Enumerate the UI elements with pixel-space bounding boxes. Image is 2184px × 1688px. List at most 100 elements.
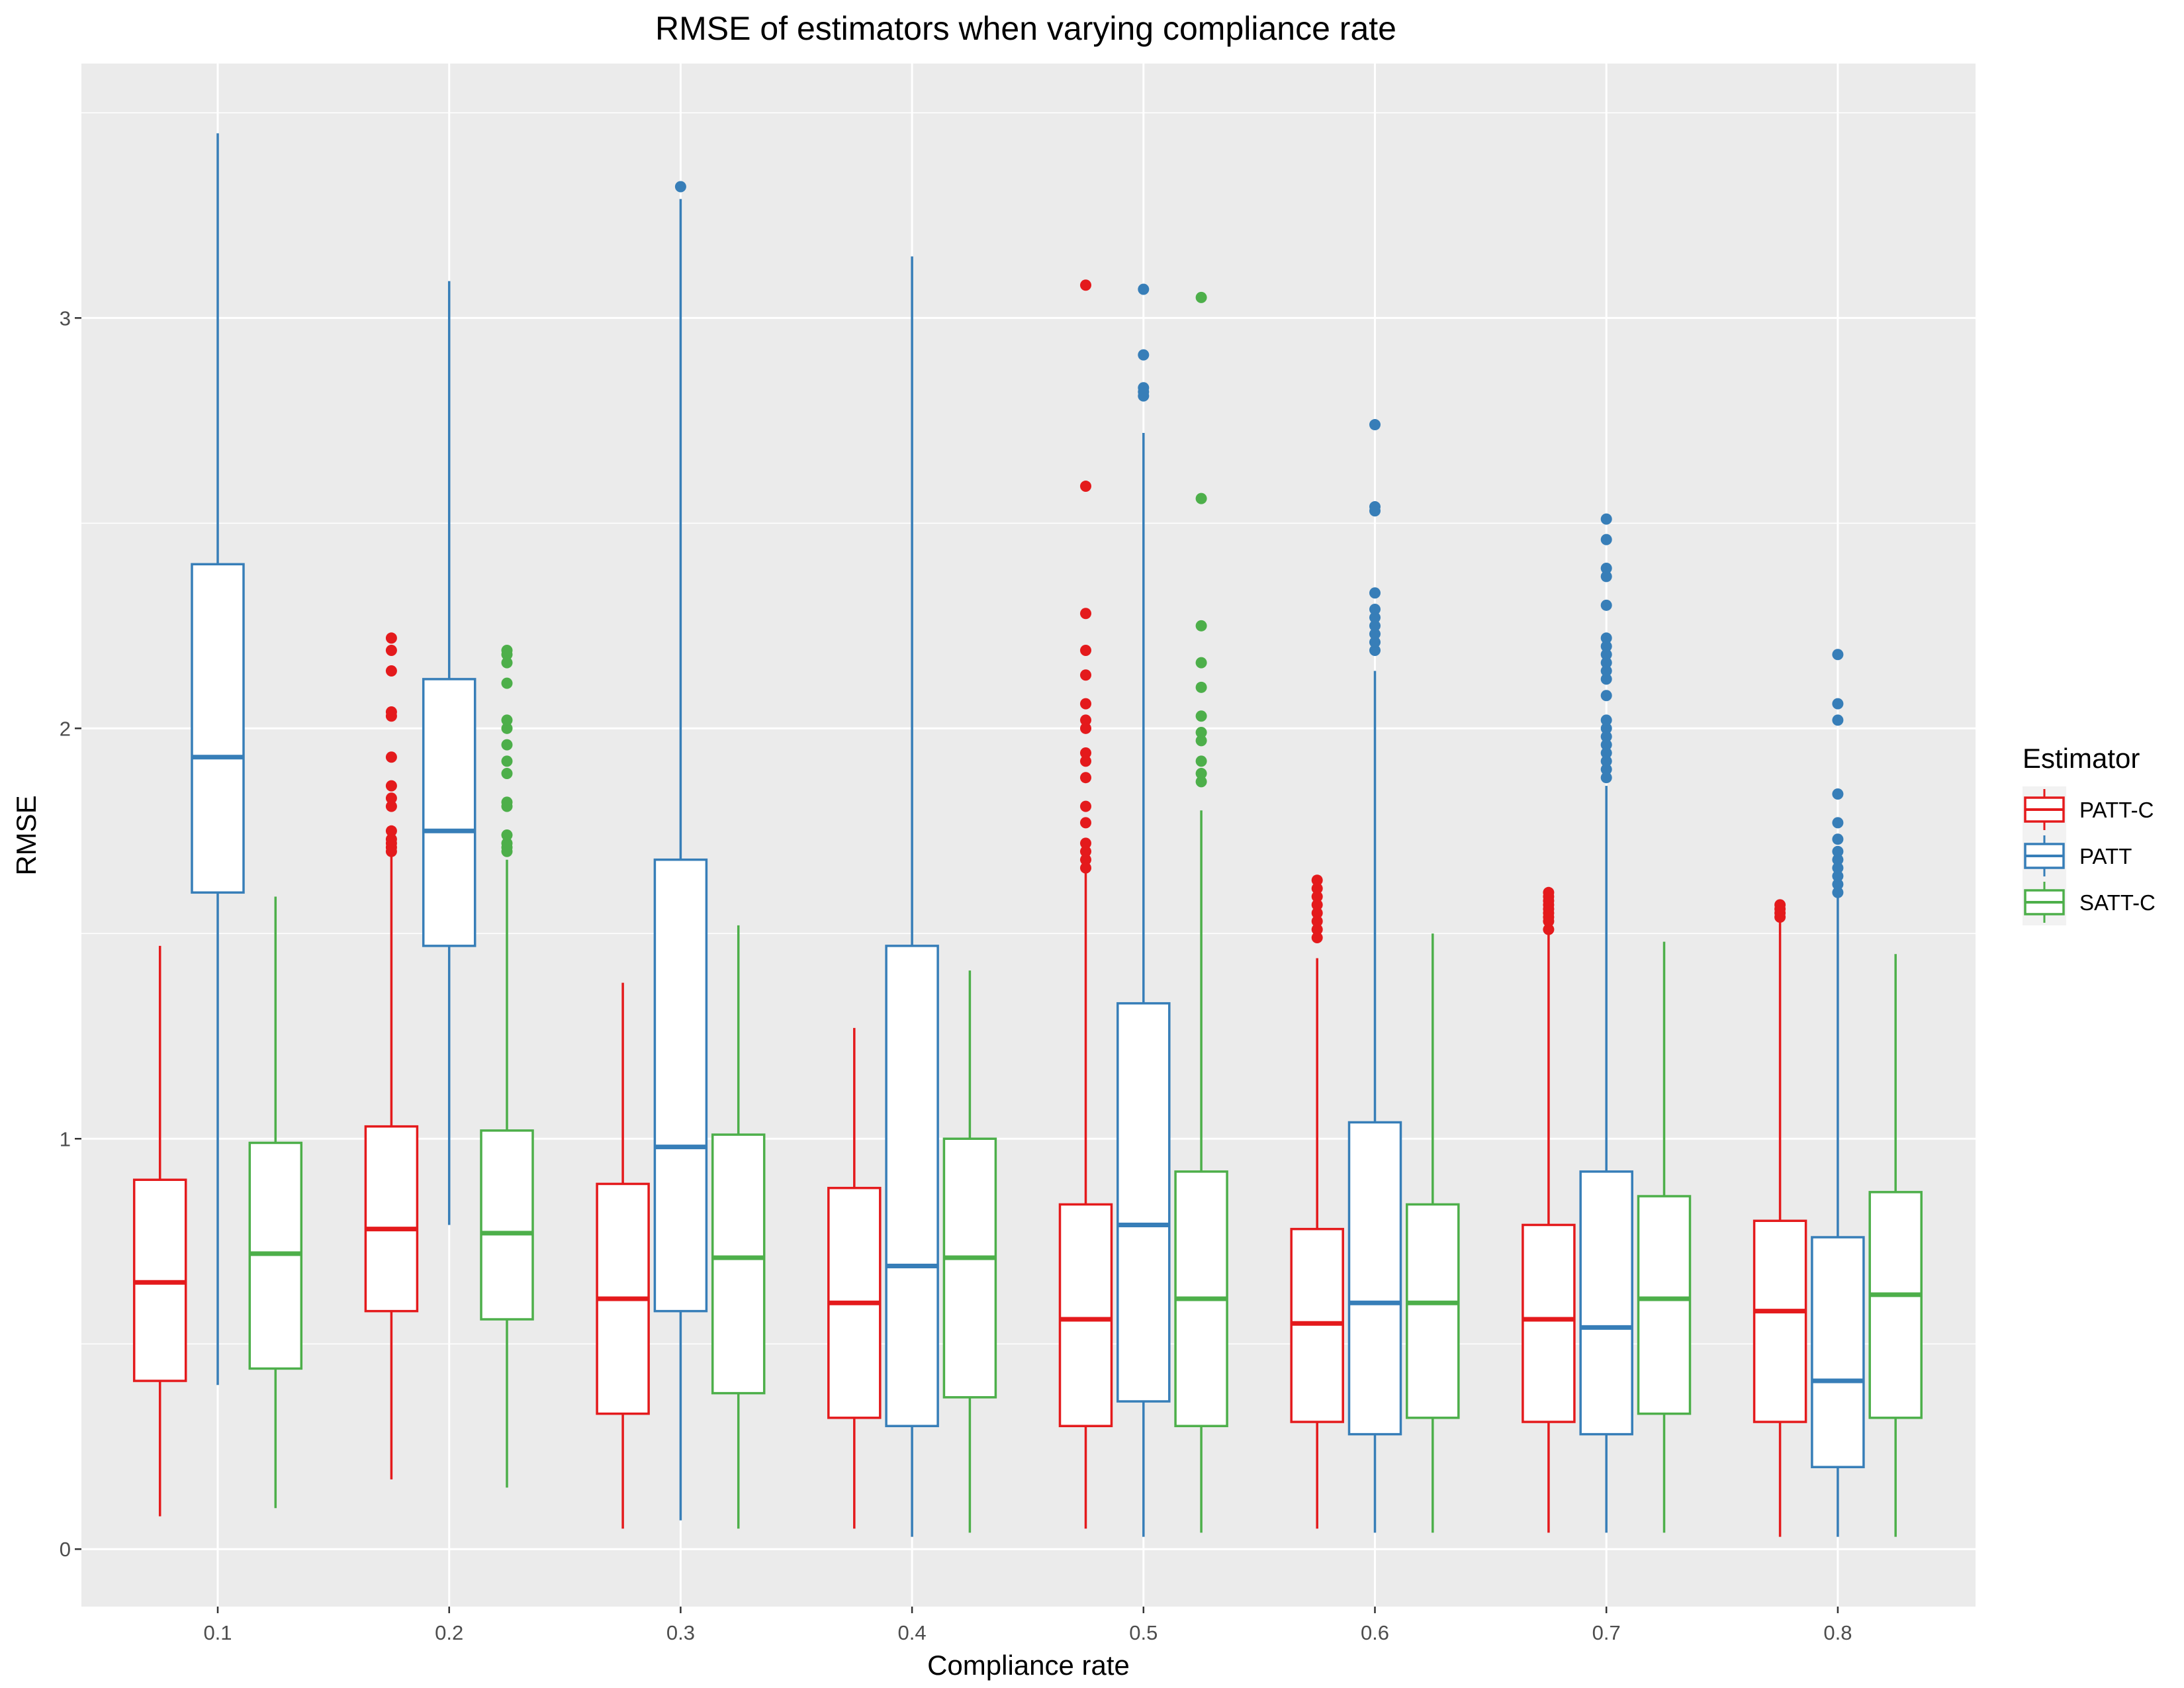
outlier-point — [1195, 657, 1207, 669]
boxplot-patt-c-0.4 — [827, 1027, 882, 1529]
y-tick-label: 1 — [60, 1127, 71, 1150]
outlier-point — [1600, 714, 1612, 726]
outlier-point — [1600, 599, 1612, 611]
outlier-point — [1369, 419, 1381, 431]
outlier-point — [385, 833, 397, 845]
y-tick-label: 2 — [60, 717, 71, 740]
outlier-point — [1369, 612, 1381, 624]
legend-item-patt: PATT — [2023, 833, 2132, 879]
x-tick-label: 0.4 — [898, 1621, 927, 1644]
outlier-point — [501, 755, 513, 767]
boxplot-satt-c-0.2 — [480, 645, 534, 1488]
outlier-point — [1600, 649, 1612, 661]
outlier-point — [501, 645, 513, 657]
outlier-point — [1080, 862, 1091, 874]
iqr-box — [1752, 1219, 1807, 1423]
outlier-point — [1600, 632, 1612, 644]
outlier-point — [1832, 714, 1844, 726]
outlier-point — [1600, 763, 1612, 775]
outlier-point — [1369, 645, 1381, 657]
outlier-point — [501, 829, 513, 841]
outlier-point — [385, 792, 397, 804]
outlier-point — [1195, 620, 1207, 632]
boxplot-patt-c-0.6 — [1290, 874, 1344, 1529]
outlier-point — [1195, 727, 1207, 739]
legend-item-patt-c: PATT-C — [2023, 786, 2154, 833]
iqr-box — [191, 563, 245, 894]
boxplot-patt-c-0.7 — [1522, 886, 1576, 1533]
outlier-point — [1195, 768, 1207, 780]
boxplot-patt-c-0.2 — [364, 632, 419, 1479]
outlier-point — [1080, 481, 1091, 492]
legend-label: PATT — [2079, 844, 2132, 868]
outlier-point — [1138, 283, 1150, 295]
boxplot-patt-0.2 — [422, 281, 477, 1225]
iqr-box — [1579, 1170, 1633, 1436]
iqr-box — [422, 678, 477, 947]
outlier-point — [1600, 731, 1612, 743]
outlier-point — [1832, 886, 1844, 898]
x-tick-label: 0.1 — [203, 1621, 232, 1644]
outlier-point — [1195, 710, 1207, 722]
outlier-point — [1600, 690, 1612, 702]
axis-layer: 0 1 2 3 0.1 0.2 0.3 0.4 0.5 0.6 0.7 0.8 — [60, 306, 1852, 1644]
outlier-point — [1600, 563, 1612, 575]
outlier-point — [1080, 645, 1091, 657]
outlier-point — [1832, 649, 1844, 661]
outlier-point — [1080, 722, 1091, 734]
outlier-point — [1369, 604, 1381, 616]
boxplot-satt-c-0.7 — [1637, 941, 1692, 1533]
outlier-point — [385, 632, 397, 644]
outlier-point — [1543, 886, 1555, 898]
outlier-point — [501, 837, 513, 849]
outlier-point — [385, 645, 397, 657]
boxplot-patt-c-0.8 — [1752, 899, 1807, 1537]
outlier-point — [1832, 854, 1844, 866]
outlier-point — [501, 677, 513, 689]
outlier-point — [1600, 722, 1612, 734]
outlier-point — [1311, 899, 1323, 911]
outlier-point — [1832, 862, 1844, 874]
outlier-point — [1832, 788, 1844, 800]
outlier-point — [1600, 772, 1612, 784]
outlier-point — [385, 800, 397, 812]
iqr-box — [1522, 1223, 1576, 1423]
boxplot-satt-c-0.8 — [1868, 954, 1923, 1537]
outlier-point — [1832, 845, 1844, 857]
boxplot-satt-c-0.4 — [942, 970, 997, 1533]
x-axis-title: Compliance rate — [927, 1650, 1130, 1681]
plot-panel — [81, 64, 1976, 1607]
boxplot-patt-0.8 — [1811, 649, 1865, 1537]
outlier-point — [1600, 673, 1612, 685]
outlier-point — [1600, 513, 1612, 525]
iqr-box — [480, 1129, 534, 1321]
outlier-point — [1080, 669, 1091, 681]
outlier-point — [1311, 882, 1323, 894]
outlier-point — [1195, 735, 1207, 747]
legend: Estimator PATT-C PATT SATT-C — [2023, 743, 2156, 925]
outlier-point — [1600, 755, 1612, 767]
iqr-box — [1058, 1203, 1113, 1427]
outlier-point — [1600, 571, 1612, 583]
outlier-point — [501, 714, 513, 726]
iqr-box — [1347, 1121, 1402, 1436]
outlier-point — [1832, 878, 1844, 890]
boxplot-satt-c-0.6 — [1406, 933, 1460, 1533]
boxplot-satt-c-0.5 — [1174, 291, 1228, 1533]
outlier-point — [1600, 739, 1612, 751]
outlier-point — [1080, 800, 1091, 812]
outlier-point — [385, 780, 397, 792]
outlier-point — [1311, 890, 1323, 902]
outlier-point — [1832, 833, 1844, 845]
x-tick-label: 0.7 — [1592, 1621, 1621, 1644]
outlier-point — [1195, 492, 1207, 504]
outlier-point — [385, 706, 397, 718]
chart-title: RMSE of estimators when varying complian… — [655, 10, 1396, 47]
iqr-box — [1116, 1002, 1171, 1403]
outlier-point — [501, 796, 513, 808]
outlier-point — [1311, 923, 1323, 935]
iqr-box — [1868, 1191, 1923, 1419]
box-layer — [132, 133, 1923, 1537]
boxplot-patt-0.3 — [653, 181, 708, 1521]
